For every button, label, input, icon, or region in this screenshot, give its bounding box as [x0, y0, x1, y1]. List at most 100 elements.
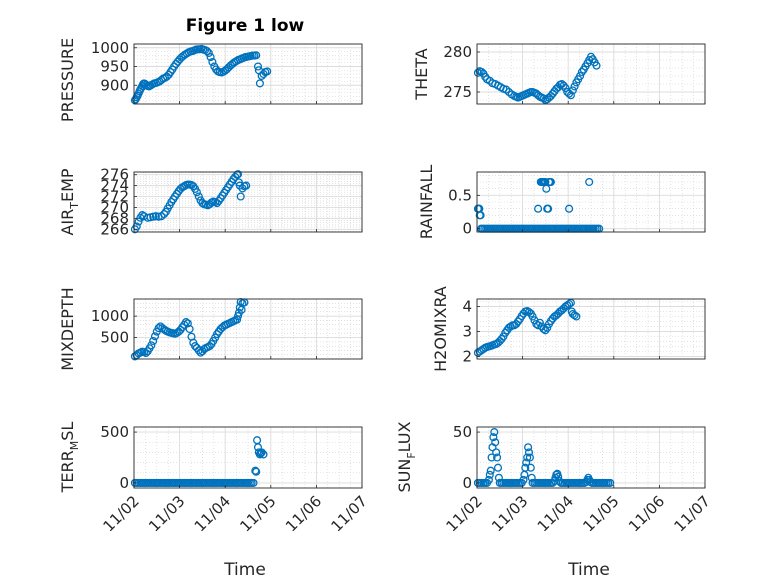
data-point	[568, 86, 577, 95]
y-axis-label-air-temp: AIRTEMP	[58, 168, 81, 235]
data-point	[484, 475, 493, 484]
x-tick-label: 11/02	[443, 492, 486, 535]
data-point	[255, 79, 264, 88]
data-point	[249, 478, 258, 487]
data-point	[492, 448, 501, 457]
data-point	[542, 184, 551, 193]
axes-box	[476, 43, 706, 105]
data-point	[487, 453, 496, 462]
y-label-terr-part1: TERR	[58, 450, 77, 493]
panel-theta: 275 280	[443, 43, 706, 105]
data-point	[528, 312, 537, 321]
axes-box	[133, 171, 363, 233]
data-point	[134, 217, 143, 226]
data-point	[493, 453, 502, 462]
data-point	[493, 463, 503, 472]
data-point	[525, 453, 534, 462]
y-tick-label: 272	[100, 188, 129, 206]
y-tick-label: 1000	[91, 39, 129, 57]
data-point	[251, 466, 260, 475]
data-point	[592, 61, 601, 70]
y-label-sun-part2: LUX	[395, 421, 414, 452]
data-point	[490, 428, 499, 437]
y-tick-label: 1000	[91, 307, 129, 325]
data-point	[546, 177, 555, 187]
y-tick-label: 2	[462, 348, 472, 366]
data-point	[539, 94, 548, 103]
x-axis-label-right: Time	[567, 560, 610, 580]
y-tick-label: 268	[100, 209, 129, 227]
data-point	[524, 443, 533, 452]
y-axis-label-mixdepth: MIXDEPTH	[58, 287, 77, 370]
data-point	[524, 448, 534, 457]
y-axis-label-h2omixra: H2OMIXRA	[431, 286, 450, 372]
y-tick-label: 0	[462, 474, 472, 492]
panel-terr-msl: 0 500 11/02 11/03 11/04 11/05 11/06 11/07	[100, 423, 371, 535]
x-tick-label: 11/04	[191, 492, 234, 535]
axes-box	[476, 171, 706, 233]
axes-box	[133, 426, 363, 489]
y-axis-label-rainfall: RAINFALL	[417, 165, 436, 240]
y-tick-label: 50	[453, 423, 472, 441]
data-point	[489, 433, 498, 442]
data-point	[565, 204, 574, 213]
data-point	[544, 204, 553, 213]
x-tick-label: 11/05	[579, 492, 622, 535]
y-tick-label: 266	[100, 220, 129, 238]
x-tick-label: 11/06	[282, 492, 325, 535]
y-tick-label: 275	[443, 83, 472, 101]
y-label-sun-sub: F	[405, 452, 418, 458]
y-tick-label: 0.5	[448, 186, 472, 204]
y-label-air-part1: AIR	[58, 209, 77, 236]
data-point	[526, 463, 535, 472]
x-tick-label: 11/07	[328, 492, 371, 535]
y-tick-label: 0	[462, 220, 472, 238]
data-point	[183, 319, 192, 328]
data-point	[559, 81, 568, 90]
y-tick-label: 900	[100, 76, 129, 94]
data-point	[150, 332, 160, 341]
y-tick-label: 274	[100, 177, 129, 195]
y-tick-label: 950	[100, 58, 129, 76]
data-point	[585, 177, 594, 187]
data-point	[486, 466, 495, 475]
data-point	[132, 222, 141, 231]
y-tick-label: 0	[119, 474, 129, 492]
data-point	[234, 178, 243, 187]
data-point	[147, 341, 156, 350]
y-label-terr-part2: SL	[58, 422, 77, 441]
data-point	[252, 467, 261, 476]
data-point	[194, 192, 203, 201]
y-axis-label-theta: THETA	[412, 48, 431, 100]
x-axis-label-left: Time	[223, 560, 266, 580]
y-tick-label: 4	[462, 298, 472, 316]
data-point	[255, 450, 264, 459]
data-point	[577, 67, 586, 77]
data-point	[160, 209, 169, 219]
data-point	[263, 67, 272, 76]
y-tick-label: 280	[443, 43, 472, 61]
data-point	[473, 68, 482, 77]
y-tick-label: 276	[100, 166, 129, 184]
data-point	[204, 48, 213, 58]
data-point	[606, 478, 615, 487]
data-point	[523, 453, 532, 462]
data-point	[202, 47, 212, 56]
data-point	[521, 463, 530, 472]
axes-box	[133, 298, 363, 360]
data-point	[253, 62, 263, 71]
data-point	[149, 336, 158, 346]
data-point	[481, 72, 490, 81]
data-point	[194, 346, 203, 355]
data-point	[572, 312, 581, 321]
panel-mixdepth: 500 1000	[91, 297, 363, 361]
data-point	[252, 51, 261, 60]
data-point	[206, 53, 215, 62]
x-tick-label: 11/04	[534, 492, 577, 535]
data-point	[543, 323, 552, 332]
x-tick-label: 11/03	[145, 492, 188, 535]
data-point	[586, 52, 596, 61]
